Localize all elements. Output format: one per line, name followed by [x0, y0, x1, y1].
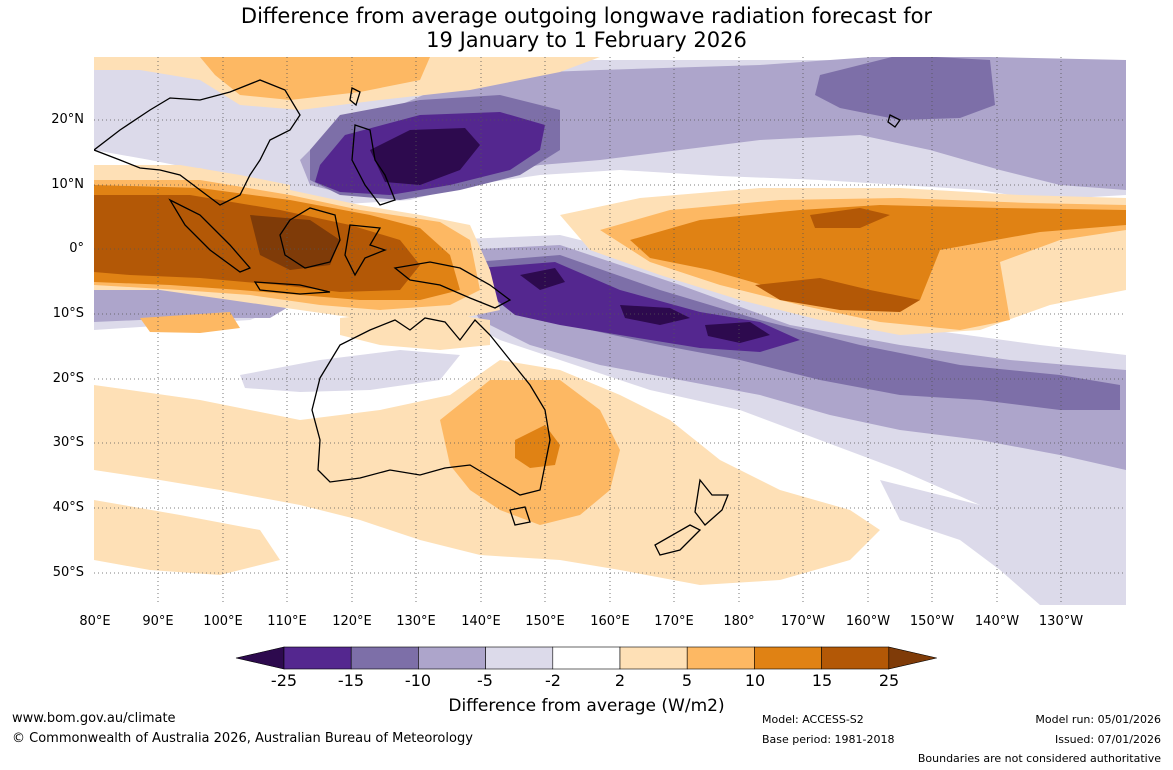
- colorbar-segment: [754, 646, 822, 670]
- lat-label-50s: 50°S: [52, 565, 84, 580]
- lon-label-150w: 150°W: [909, 614, 955, 629]
- colorbar: [235, 646, 937, 670]
- lon-label-90e: 90°E: [142, 614, 174, 629]
- colorbar-tick-label: 5: [681, 671, 693, 690]
- colorbar-segment: [350, 646, 419, 670]
- colorbar-extend-low: [235, 646, 285, 670]
- spcz-negative-region: [620, 305, 690, 325]
- lat-label-10s: 10°S: [52, 306, 84, 321]
- north-pacific-negative-region: [370, 128, 480, 185]
- colorbar-tick-label: 15: [811, 671, 833, 690]
- colorbar-tick-label: -2: [545, 671, 561, 690]
- maritime-continent-positive-region: [94, 195, 420, 292]
- lon-label-170w: 170°W: [780, 614, 826, 629]
- lon-label-80e: 80°E: [79, 614, 111, 629]
- lon-label-180: 180°: [723, 614, 755, 629]
- lat-label-10n: 10°N: [51, 177, 84, 192]
- base-period: Base period: 1981-2018: [762, 733, 895, 746]
- lon-label-150e: 150°E: [525, 614, 565, 629]
- map-title-line-1: Difference from average outgoing longwav…: [240, 4, 933, 28]
- lat-label-20s: 20°S: [52, 371, 84, 386]
- lon-label-140w: 140°W: [974, 614, 1020, 629]
- java-coastline: [253, 281, 331, 295]
- colorbar-segment: [821, 646, 890, 670]
- philippines-coastline: [351, 124, 396, 206]
- lat-label-40s: 40°S: [52, 500, 84, 515]
- colorbar-segment: [619, 646, 688, 670]
- colorbar-tick-label: -25: [270, 671, 298, 690]
- asia-coastline: [94, 79, 301, 206]
- spcz-negative-region: [475, 255, 1120, 410]
- colorbar-tick-label: -10: [404, 671, 432, 690]
- coral-sea-positive-region: [140, 312, 240, 333]
- disclaimer-text: Boundaries are not considered authoritat…: [917, 752, 1161, 765]
- copyright-text: © Commonwealth of Australia 2026, Austra…: [12, 731, 473, 746]
- new-guinea-coastline: [393, 261, 512, 309]
- australia-coastline: [311, 317, 551, 496]
- lon-label-100e: 100°E: [203, 614, 243, 629]
- colorbar-segment: [552, 646, 621, 670]
- lon-label-160e: 160°E: [590, 614, 630, 629]
- colorbar-segment: [283, 646, 352, 670]
- tasmania-coastline: [509, 506, 531, 526]
- graticule: [94, 57, 1126, 605]
- spcz-negative-region: [240, 350, 460, 392]
- model-name: Model: ACCESS-S2: [762, 713, 864, 726]
- lon-label-170e: 170°E: [654, 614, 694, 629]
- lon-label-110e: 110°E: [267, 614, 307, 629]
- lat-label-0: 0°: [69, 241, 84, 256]
- borneo-coastline: [279, 207, 341, 269]
- coral-sea-positive-region: [340, 310, 490, 350]
- colorbar-tick-label: 2: [614, 671, 626, 690]
- lon-label-140e: 140°E: [461, 614, 501, 629]
- colorbar-tick-label: 25: [878, 671, 900, 690]
- new-zealand-coastline: [654, 524, 702, 556]
- lon-label-160w: 160°W: [845, 614, 891, 629]
- colorbar-tick-label: 10: [744, 671, 766, 690]
- southern-ocean-negative-region: [880, 480, 1126, 605]
- colorbar-title: Difference from average (W/m2): [448, 696, 725, 716]
- central-pacific-positive-region: [810, 208, 890, 228]
- north-pacific-negative-region: [815, 57, 995, 120]
- colorbar-segment: [485, 646, 554, 670]
- colorbar-tick-label: -5: [477, 671, 493, 690]
- lon-label-130w: 130°W: [1038, 614, 1084, 629]
- colorbar-tick-label: -15: [337, 671, 365, 690]
- sumatra-coastline: [168, 198, 252, 273]
- new-zealand-positive-region: [640, 480, 740, 565]
- central-pacific-positive-region: [755, 278, 920, 312]
- hawaii-coastline: [887, 114, 901, 128]
- website-link[interactable]: www.bom.gov.au/climate: [12, 711, 176, 726]
- central-pacific-positive-region: [630, 205, 1126, 305]
- coastlines: [94, 79, 901, 556]
- asia-positive-region: [200, 57, 430, 100]
- spcz-negative-region: [705, 322, 770, 343]
- colorbar-segment: [686, 646, 755, 670]
- issued-date: Issued: 07/01/2026: [1054, 733, 1161, 746]
- southern-positive-region: [94, 500, 280, 575]
- model-run-date: Model run: 05/01/2026: [1035, 713, 1161, 726]
- spcz-negative-region: [520, 268, 565, 290]
- lon-label-130e: 130°E: [396, 614, 436, 629]
- lat-label-20n: 20°N: [51, 112, 84, 127]
- lat-label-30s: 30°S: [52, 435, 84, 450]
- taiwan-coastline: [349, 87, 361, 107]
- colorbar-extend-high: [888, 646, 937, 670]
- map-title-line-2: 19 January to 1 February 2026: [426, 28, 747, 52]
- colorbar-segment: [418, 646, 486, 670]
- new-zealand-coastline: [694, 478, 729, 526]
- sulawesi-coastline: [344, 224, 387, 277]
- lon-label-120e: 120°E: [332, 614, 372, 629]
- maritime-continent-positive-region: [250, 215, 340, 270]
